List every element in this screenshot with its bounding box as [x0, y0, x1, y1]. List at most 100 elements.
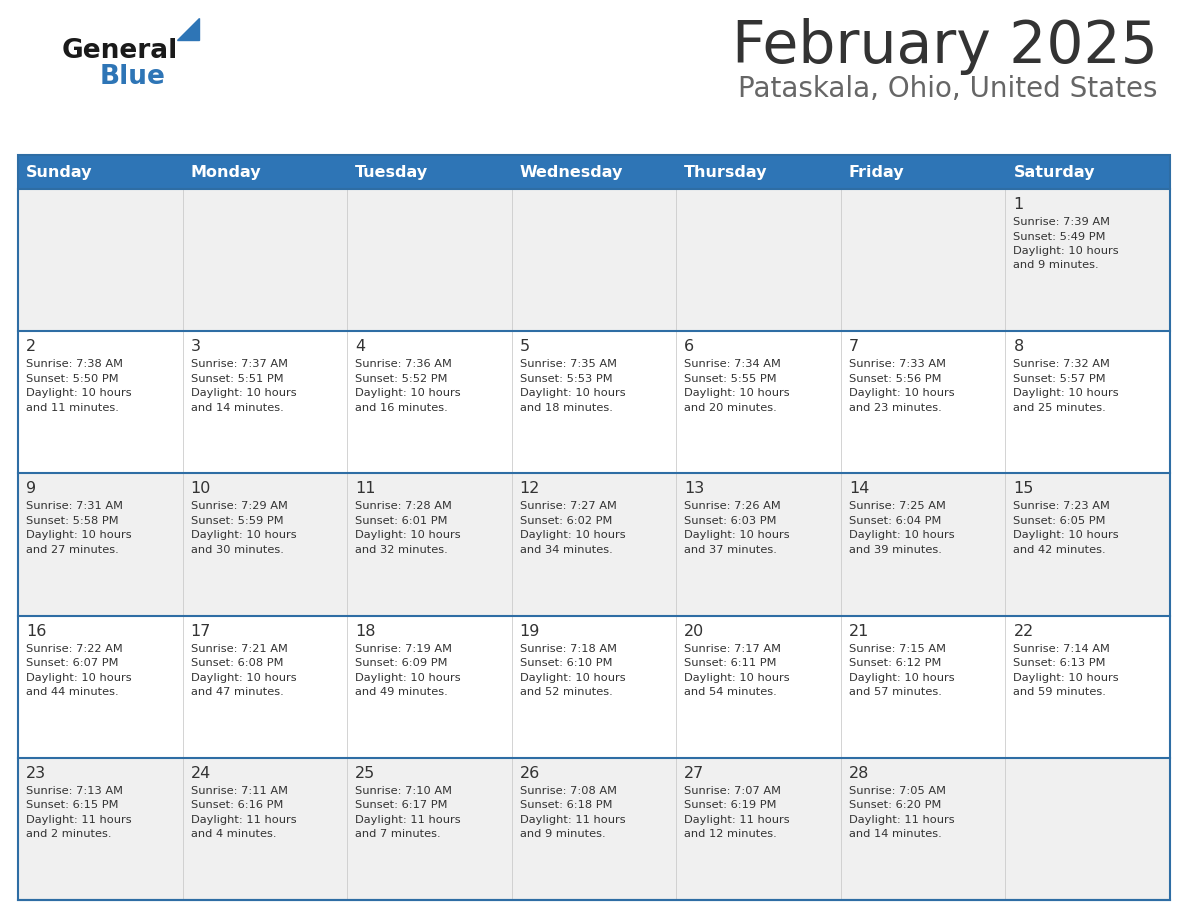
Text: and 23 minutes.: and 23 minutes.: [849, 403, 942, 413]
Text: Sunset: 6:09 PM: Sunset: 6:09 PM: [355, 658, 448, 668]
Text: 18: 18: [355, 623, 375, 639]
Text: Daylight: 10 hours: Daylight: 10 hours: [849, 673, 954, 683]
Text: Sunrise: 7:25 AM: Sunrise: 7:25 AM: [849, 501, 946, 511]
Text: and 42 minutes.: and 42 minutes.: [1013, 545, 1106, 554]
Text: and 9 minutes.: and 9 minutes.: [519, 829, 606, 839]
Text: Sunset: 6:11 PM: Sunset: 6:11 PM: [684, 658, 777, 668]
Text: Daylight: 11 hours: Daylight: 11 hours: [849, 815, 954, 824]
Text: Monday: Monday: [190, 164, 261, 180]
Text: Thursday: Thursday: [684, 164, 767, 180]
Text: 27: 27: [684, 766, 704, 781]
Text: Daylight: 10 hours: Daylight: 10 hours: [26, 388, 132, 398]
Text: Sunrise: 7:31 AM: Sunrise: 7:31 AM: [26, 501, 124, 511]
Text: Sunset: 5:55 PM: Sunset: 5:55 PM: [684, 374, 777, 384]
Text: Sunset: 5:51 PM: Sunset: 5:51 PM: [190, 374, 283, 384]
Text: Daylight: 11 hours: Daylight: 11 hours: [519, 815, 625, 824]
Text: 11: 11: [355, 481, 375, 497]
Bar: [18, 189, 1170, 331]
Text: 8: 8: [1013, 339, 1024, 354]
Text: Saturday: Saturday: [1013, 164, 1095, 180]
Text: 24: 24: [190, 766, 210, 781]
Text: Daylight: 10 hours: Daylight: 10 hours: [190, 673, 296, 683]
Text: and 12 minutes.: and 12 minutes.: [684, 829, 777, 839]
Text: Sunrise: 7:35 AM: Sunrise: 7:35 AM: [519, 359, 617, 369]
Text: Sunrise: 7:11 AM: Sunrise: 7:11 AM: [190, 786, 287, 796]
Text: and 44 minutes.: and 44 minutes.: [26, 687, 119, 697]
Text: and 2 minutes.: and 2 minutes.: [26, 829, 112, 839]
Text: 25: 25: [355, 766, 375, 781]
Text: 16: 16: [26, 623, 46, 639]
Text: Sunset: 6:19 PM: Sunset: 6:19 PM: [684, 800, 777, 811]
Text: 6: 6: [684, 339, 695, 354]
Text: Sunset: 6:12 PM: Sunset: 6:12 PM: [849, 658, 941, 668]
Text: Sunset: 6:16 PM: Sunset: 6:16 PM: [190, 800, 283, 811]
Text: Daylight: 11 hours: Daylight: 11 hours: [684, 815, 790, 824]
Text: Daylight: 10 hours: Daylight: 10 hours: [26, 531, 132, 541]
Text: Sunset: 6:07 PM: Sunset: 6:07 PM: [26, 658, 119, 668]
Text: and 16 minutes.: and 16 minutes.: [355, 403, 448, 413]
Text: 3: 3: [190, 339, 201, 354]
Text: Daylight: 10 hours: Daylight: 10 hours: [190, 388, 296, 398]
Text: Sunrise: 7:33 AM: Sunrise: 7:33 AM: [849, 359, 946, 369]
Bar: [18, 155, 1170, 189]
Text: Daylight: 10 hours: Daylight: 10 hours: [26, 673, 132, 683]
Text: Sunset: 5:52 PM: Sunset: 5:52 PM: [355, 374, 448, 384]
Text: 19: 19: [519, 623, 541, 639]
Text: Sunset: 6:17 PM: Sunset: 6:17 PM: [355, 800, 448, 811]
Text: Sunset: 5:58 PM: Sunset: 5:58 PM: [26, 516, 119, 526]
Text: Daylight: 10 hours: Daylight: 10 hours: [684, 673, 790, 683]
Text: 22: 22: [1013, 623, 1034, 639]
Text: and 57 minutes.: and 57 minutes.: [849, 687, 942, 697]
Text: and 37 minutes.: and 37 minutes.: [684, 545, 777, 554]
Text: Sunset: 6:08 PM: Sunset: 6:08 PM: [190, 658, 283, 668]
Text: Daylight: 10 hours: Daylight: 10 hours: [355, 531, 461, 541]
Text: and 4 minutes.: and 4 minutes.: [190, 829, 276, 839]
Text: Daylight: 10 hours: Daylight: 10 hours: [684, 531, 790, 541]
Text: Sunrise: 7:28 AM: Sunrise: 7:28 AM: [355, 501, 451, 511]
Text: Sunset: 6:02 PM: Sunset: 6:02 PM: [519, 516, 612, 526]
Text: 2: 2: [26, 339, 36, 354]
Text: Daylight: 10 hours: Daylight: 10 hours: [1013, 673, 1119, 683]
Text: Sunrise: 7:10 AM: Sunrise: 7:10 AM: [355, 786, 453, 796]
Text: Daylight: 10 hours: Daylight: 10 hours: [849, 388, 954, 398]
Text: Daylight: 10 hours: Daylight: 10 hours: [684, 388, 790, 398]
Text: Sunrise: 7:17 AM: Sunrise: 7:17 AM: [684, 644, 782, 654]
Bar: [18, 757, 1170, 900]
Text: Sunrise: 7:36 AM: Sunrise: 7:36 AM: [355, 359, 451, 369]
Text: Sunrise: 7:19 AM: Sunrise: 7:19 AM: [355, 644, 453, 654]
Text: Sunset: 6:04 PM: Sunset: 6:04 PM: [849, 516, 941, 526]
Text: Sunset: 6:05 PM: Sunset: 6:05 PM: [1013, 516, 1106, 526]
Text: Sunset: 5:56 PM: Sunset: 5:56 PM: [849, 374, 941, 384]
Text: Sunrise: 7:23 AM: Sunrise: 7:23 AM: [1013, 501, 1111, 511]
Text: 15: 15: [1013, 481, 1034, 497]
Text: 9: 9: [26, 481, 36, 497]
Text: Sunrise: 7:32 AM: Sunrise: 7:32 AM: [1013, 359, 1111, 369]
Text: Sunday: Sunday: [26, 164, 93, 180]
Text: Sunset: 5:50 PM: Sunset: 5:50 PM: [26, 374, 119, 384]
Text: 4: 4: [355, 339, 365, 354]
Text: Sunrise: 7:14 AM: Sunrise: 7:14 AM: [1013, 644, 1111, 654]
Text: and 7 minutes.: and 7 minutes.: [355, 829, 441, 839]
Text: February 2025: February 2025: [732, 18, 1158, 75]
Text: Sunset: 6:03 PM: Sunset: 6:03 PM: [684, 516, 777, 526]
Text: Sunrise: 7:21 AM: Sunrise: 7:21 AM: [190, 644, 287, 654]
Text: Sunset: 5:59 PM: Sunset: 5:59 PM: [190, 516, 283, 526]
Text: Daylight: 10 hours: Daylight: 10 hours: [849, 531, 954, 541]
Text: and 9 minutes.: and 9 minutes.: [1013, 261, 1099, 271]
Text: 5: 5: [519, 339, 530, 354]
Text: and 27 minutes.: and 27 minutes.: [26, 545, 119, 554]
Text: Sunrise: 7:37 AM: Sunrise: 7:37 AM: [190, 359, 287, 369]
Text: General: General: [62, 38, 178, 64]
Text: Daylight: 10 hours: Daylight: 10 hours: [355, 388, 461, 398]
Text: Sunset: 5:53 PM: Sunset: 5:53 PM: [519, 374, 612, 384]
Text: Sunset: 6:10 PM: Sunset: 6:10 PM: [519, 658, 612, 668]
Text: 26: 26: [519, 766, 541, 781]
Text: Sunrise: 7:13 AM: Sunrise: 7:13 AM: [26, 786, 124, 796]
Text: and 30 minutes.: and 30 minutes.: [190, 545, 284, 554]
Text: Sunrise: 7:34 AM: Sunrise: 7:34 AM: [684, 359, 782, 369]
Text: Tuesday: Tuesday: [355, 164, 428, 180]
Text: 17: 17: [190, 623, 211, 639]
Text: and 39 minutes.: and 39 minutes.: [849, 545, 942, 554]
Text: Daylight: 11 hours: Daylight: 11 hours: [190, 815, 296, 824]
Text: Daylight: 10 hours: Daylight: 10 hours: [519, 673, 625, 683]
